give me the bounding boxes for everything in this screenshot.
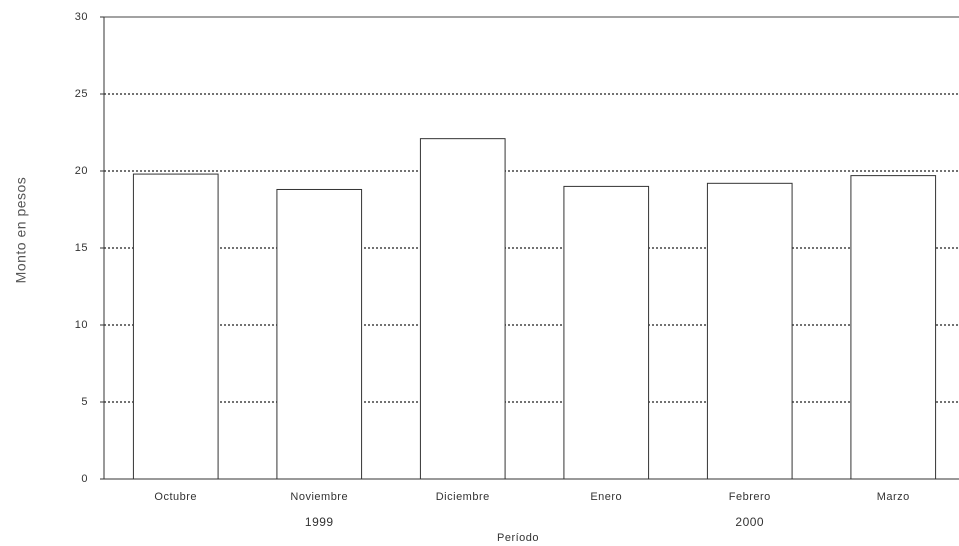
bar [563, 185, 650, 480]
bar [850, 175, 937, 480]
y-tick-label: 20 [75, 165, 88, 177]
x-tick-label: Febrero [729, 491, 771, 503]
bar [419, 138, 506, 480]
y-tick-label: 0 [81, 473, 88, 485]
bar [706, 182, 793, 480]
x-tick-label: Marzo [877, 491, 910, 503]
x-group-label: 2000 [735, 515, 764, 529]
y-tick-label: 15 [75, 242, 88, 254]
x-tick-label: Octubre [154, 491, 197, 503]
x-tick-label: Enero [590, 491, 622, 503]
y-tick-label: 10 [75, 319, 88, 331]
x-tick-label: Diciembre [436, 491, 490, 503]
y-tick-label: 25 [75, 88, 88, 100]
x-axis-title: Período [497, 532, 539, 544]
y-tick-label: 30 [75, 11, 88, 23]
y-tick-label: 5 [81, 396, 88, 408]
x-tick-label: Noviembre [290, 491, 348, 503]
x-group-label: 1999 [305, 515, 334, 529]
bar [276, 188, 363, 480]
y-axis-title: Monto en pesos [13, 177, 29, 284]
bar [132, 173, 219, 480]
